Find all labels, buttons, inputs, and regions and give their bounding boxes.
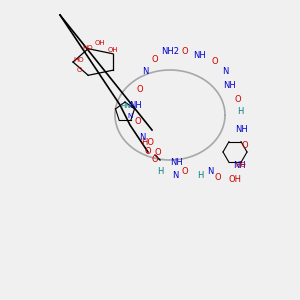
Text: NH: NH	[236, 125, 248, 134]
Text: O: O	[77, 67, 83, 73]
Text: N: N	[127, 113, 132, 119]
Text: O: O	[135, 118, 141, 127]
Text: O: O	[182, 47, 188, 56]
Text: O: O	[212, 58, 218, 67]
Text: HO: HO	[73, 57, 84, 63]
Text: OH: OH	[108, 47, 119, 53]
Text: O: O	[145, 148, 151, 157]
Text: OH: OH	[229, 176, 242, 184]
Text: N: N	[172, 170, 178, 179]
Text: NH: NH	[234, 160, 246, 169]
Text: NH: NH	[170, 158, 183, 167]
Text: H: H	[237, 107, 243, 116]
Text: O: O	[152, 155, 158, 164]
Text: N: N	[139, 133, 145, 142]
Text: O: O	[242, 140, 248, 149]
Text: HN: HN	[120, 103, 130, 109]
Text: O: O	[182, 167, 188, 176]
Text: O: O	[152, 56, 158, 64]
Text: NH: NH	[129, 100, 141, 109]
Text: N: N	[142, 68, 148, 76]
Text: N: N	[222, 68, 228, 76]
Text: H: H	[197, 170, 203, 179]
Text: O: O	[215, 173, 221, 182]
Text: O: O	[235, 95, 241, 104]
Text: H: H	[157, 167, 163, 176]
Text: NH: NH	[194, 50, 206, 59]
Text: N: N	[207, 167, 213, 176]
Text: O: O	[155, 148, 161, 157]
Text: HO: HO	[82, 45, 93, 51]
Text: HO: HO	[235, 162, 246, 168]
Text: HO: HO	[142, 138, 154, 147]
Text: NH2: NH2	[161, 47, 179, 56]
Text: NH: NH	[224, 80, 236, 89]
Text: O: O	[137, 85, 143, 94]
Text: OH: OH	[95, 40, 106, 46]
